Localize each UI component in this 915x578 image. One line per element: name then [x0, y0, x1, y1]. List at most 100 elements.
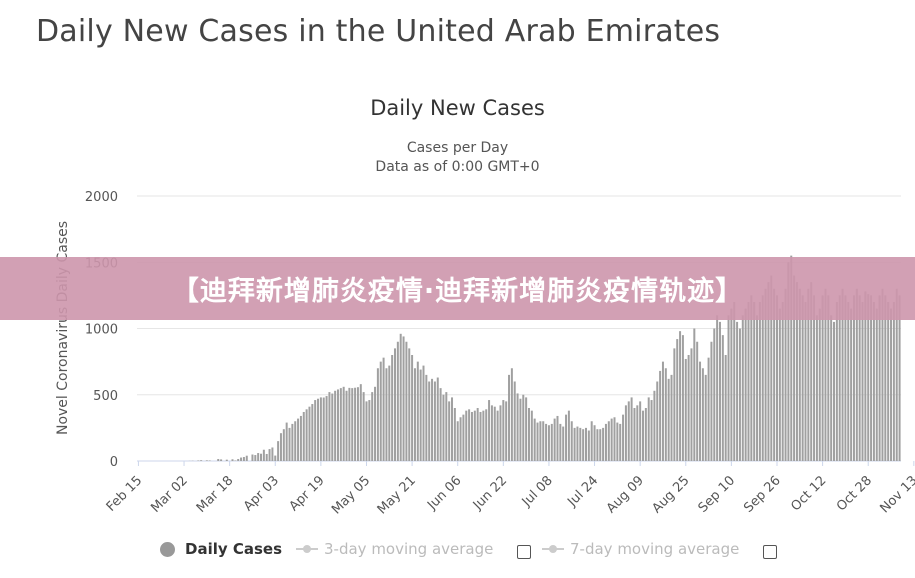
- bar[interactable]: [570, 421, 573, 461]
- bar[interactable]: [314, 400, 317, 461]
- bar[interactable]: [633, 408, 636, 461]
- bar[interactable]: [359, 384, 362, 461]
- bar[interactable]: [553, 418, 556, 461]
- bar[interactable]: [630, 397, 633, 461]
- bar[interactable]: [237, 459, 240, 461]
- bar[interactable]: [271, 447, 274, 461]
- bar[interactable]: [331, 393, 334, 461]
- bar[interactable]: [841, 288, 844, 461]
- bar[interactable]: [884, 295, 887, 462]
- bar[interactable]: [773, 288, 776, 461]
- bar[interactable]: [892, 302, 895, 461]
- bar[interactable]: [741, 315, 744, 461]
- bar[interactable]: [673, 348, 676, 462]
- bar[interactable]: [459, 417, 462, 461]
- bar[interactable]: [545, 423, 548, 461]
- bar[interactable]: [411, 355, 414, 461]
- bar[interactable]: [345, 390, 348, 461]
- bar[interactable]: [442, 394, 445, 461]
- bar[interactable]: [308, 406, 311, 461]
- bar[interactable]: [636, 405, 639, 461]
- bar[interactable]: [556, 415, 559, 461]
- bar[interactable]: [499, 405, 502, 461]
- bar[interactable]: [602, 427, 605, 462]
- bar[interactable]: [342, 386, 345, 461]
- bar[interactable]: [861, 302, 864, 461]
- bar[interactable]: [659, 370, 662, 461]
- bar[interactable]: [681, 335, 684, 462]
- bar[interactable]: [775, 295, 778, 462]
- bar[interactable]: [408, 348, 411, 462]
- bar[interactable]: [510, 368, 513, 461]
- bar[interactable]: [761, 295, 764, 462]
- bar[interactable]: [242, 457, 245, 461]
- bar[interactable]: [813, 295, 816, 462]
- bar[interactable]: [878, 295, 881, 462]
- bar[interactable]: [279, 433, 282, 461]
- bar[interactable]: [234, 460, 237, 461]
- bar[interactable]: [431, 378, 434, 461]
- bar[interactable]: [573, 427, 576, 462]
- legend-ma7[interactable]: 7-day moving average: [542, 540, 739, 558]
- bar[interactable]: [445, 392, 448, 461]
- bar[interactable]: [898, 295, 901, 462]
- bar[interactable]: [416, 361, 419, 462]
- bar[interactable]: [488, 400, 491, 461]
- bar[interactable]: [348, 387, 351, 461]
- bar[interactable]: [584, 427, 587, 462]
- bar[interactable]: [505, 401, 508, 462]
- bar[interactable]: [587, 430, 590, 461]
- bar[interactable]: [687, 355, 690, 461]
- bar[interactable]: [833, 321, 836, 462]
- bar[interactable]: [388, 365, 391, 461]
- bar[interactable]: [821, 295, 824, 462]
- bar[interactable]: [522, 394, 525, 461]
- bar[interactable]: [847, 302, 850, 461]
- bar[interactable]: [756, 315, 759, 461]
- bar[interactable]: [302, 411, 305, 461]
- bar[interactable]: [356, 387, 359, 461]
- bar[interactable]: [795, 282, 798, 462]
- bar[interactable]: [696, 341, 699, 461]
- bar[interactable]: [679, 331, 682, 461]
- bar[interactable]: [727, 315, 730, 461]
- bar[interactable]: [268, 449, 271, 461]
- bar[interactable]: [336, 389, 339, 461]
- bar[interactable]: [468, 409, 471, 461]
- bar[interactable]: [470, 411, 473, 461]
- bar[interactable]: [667, 378, 670, 461]
- bar[interactable]: [716, 315, 719, 461]
- bar[interactable]: [208, 460, 211, 461]
- bar[interactable]: [265, 453, 268, 461]
- bar[interactable]: [824, 288, 827, 461]
- bar[interactable]: [707, 357, 710, 461]
- bar[interactable]: [787, 262, 790, 461]
- bar[interactable]: [875, 308, 878, 462]
- bar[interactable]: [656, 381, 659, 462]
- bar[interactable]: [317, 398, 320, 461]
- bar[interactable]: [288, 427, 291, 462]
- bar[interactable]: [482, 410, 485, 461]
- bar[interactable]: [391, 355, 394, 461]
- bar[interactable]: [838, 295, 841, 462]
- bar[interactable]: [559, 423, 562, 461]
- bar[interactable]: [642, 410, 645, 461]
- bar[interactable]: [653, 390, 656, 461]
- bar[interactable]: [376, 368, 379, 461]
- bar[interactable]: [852, 295, 855, 462]
- bar[interactable]: [767, 282, 770, 462]
- bar[interactable]: [382, 357, 385, 461]
- bar[interactable]: [456, 421, 459, 461]
- bar[interactable]: [562, 426, 565, 461]
- bar[interactable]: [744, 308, 747, 462]
- bar[interactable]: [453, 408, 456, 461]
- bar[interactable]: [334, 390, 337, 461]
- bar[interactable]: [565, 414, 568, 462]
- bar[interactable]: [604, 423, 607, 461]
- bar[interactable]: [610, 418, 613, 461]
- bar[interactable]: [257, 453, 260, 461]
- bar[interactable]: [867, 294, 870, 461]
- bar[interactable]: [724, 355, 727, 461]
- bar[interactable]: [738, 328, 741, 462]
- bar[interactable]: [502, 400, 505, 461]
